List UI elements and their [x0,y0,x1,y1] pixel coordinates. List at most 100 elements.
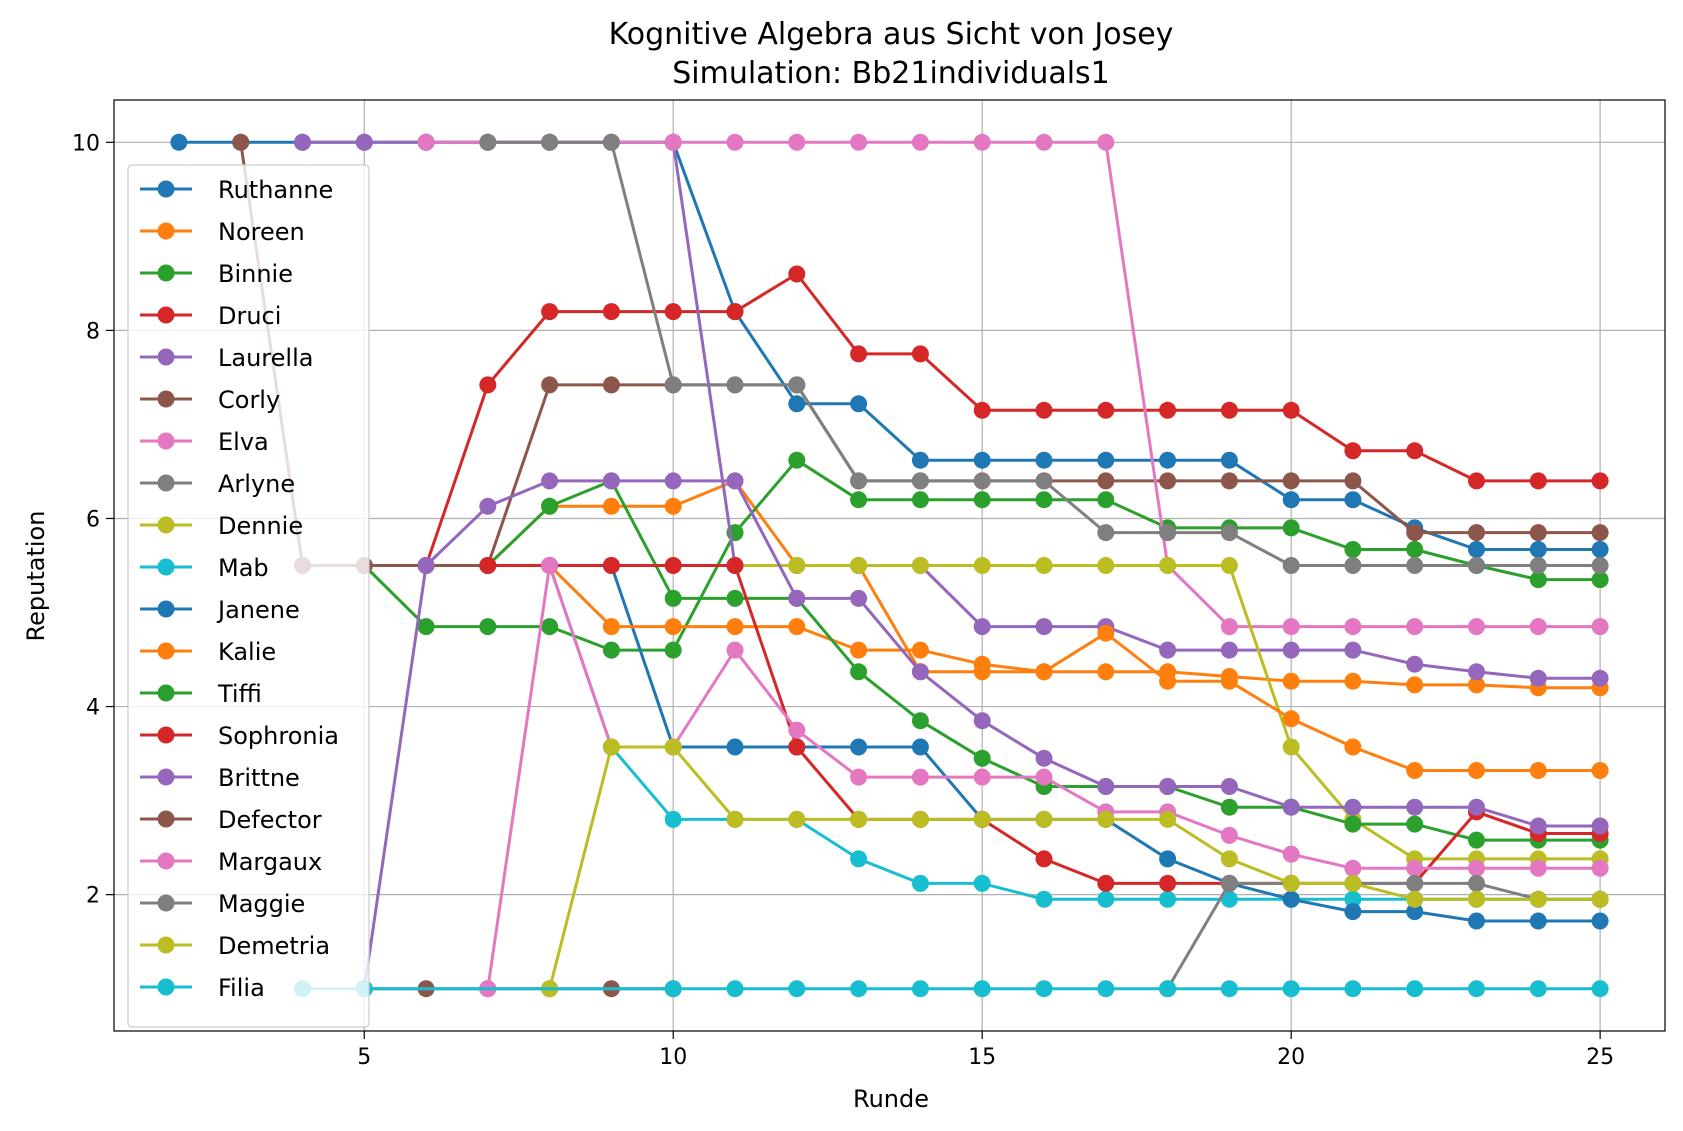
data-point [1591,669,1609,687]
data-point [973,655,991,673]
data-point [1282,557,1300,574]
legend-label: Dennie [218,512,303,540]
data-point [1529,571,1547,589]
data-point [1097,557,1115,574]
legend-label: Laurella [218,344,313,372]
data-point [1035,890,1053,908]
legend-entry: Dennie [140,512,303,540]
series-line [548,564,1601,772]
legend-label: Defector [218,806,322,834]
data-point [1468,798,1485,816]
data-point [1468,524,1485,542]
legend-label: Elva [218,428,269,456]
data-point [1406,676,1424,694]
data-point [602,497,620,515]
data-point [479,133,497,151]
legend-marker [157,306,175,324]
data-point [850,589,868,607]
y-tick-label: 4 [86,696,100,721]
data-point [1344,491,1362,509]
data-point [1220,798,1238,816]
data-point [973,491,991,509]
data-point [1097,980,1115,998]
data-point [232,133,250,151]
legend-entry: Margaux [140,848,322,876]
data-point [602,376,620,394]
data-point [850,980,868,998]
data-point [788,810,806,828]
data-point [602,133,620,151]
legend-marker [157,180,175,198]
data-point [1344,738,1362,756]
data-point [850,557,868,574]
data-point [973,401,991,419]
data-point [1220,451,1238,469]
data-point [850,768,868,786]
x-tick-label: 25 [1586,1045,1614,1070]
data-point [1282,641,1300,659]
legend-label: Margaux [218,848,322,876]
data-point [1406,815,1424,833]
data-point [1220,980,1238,998]
data-point [726,303,744,321]
data-point [1159,472,1177,490]
data-point [1035,663,1053,681]
data-point [1344,815,1362,833]
data-point [1468,663,1485,681]
data-point [1282,672,1300,690]
data-point [911,738,929,756]
data-point [1591,817,1609,835]
data-point [788,451,806,469]
legend-label: Kalie [218,638,276,666]
data-point [850,850,868,868]
data-point [664,618,682,636]
legend-entry: Tiffi [140,680,262,708]
data-point [726,133,744,151]
data-point [664,980,682,998]
data-point [1406,798,1424,816]
data-point [664,303,682,321]
data-point [1035,980,1053,998]
data-point [417,618,435,636]
data-point [1159,874,1177,892]
data-point [541,618,559,636]
data-point [1097,491,1115,509]
data-point [1097,624,1115,642]
data-point [1159,451,1177,469]
data-point [1406,874,1424,892]
legend-entry: Sophronia [140,722,339,750]
data-point [1529,817,1547,835]
x-axis-label: Runde [853,1085,929,1113]
y-tick-label: 10 [72,131,100,156]
data-point [850,738,868,756]
data-point [1159,401,1177,419]
data-point [850,663,868,681]
data-point [1282,472,1300,490]
data-point [1344,980,1362,998]
data-point [1406,541,1424,558]
legend-marker [157,390,175,408]
data-point [726,472,744,490]
legend-entry: Ruthanne [140,176,333,204]
legend-entry: Arlyne [140,470,295,498]
data-point [1468,859,1485,877]
data-point [1406,903,1424,921]
legend-marker [157,978,175,996]
legend-entry: Noreen [140,218,305,246]
data-point [664,557,682,574]
data-point [911,133,929,151]
data-point [664,472,682,490]
data-point [788,376,806,394]
data-point [1220,778,1238,795]
data-point [664,810,682,828]
data-point [726,738,744,756]
data-point [1468,676,1485,694]
x-tick-label: 5 [357,1045,371,1070]
data-point [602,641,620,659]
data-point [1035,749,1053,767]
y-axis-label: Reputation [22,511,50,642]
data-point [1159,890,1177,908]
data-point [911,712,929,730]
data-point [1220,850,1238,868]
data-point [911,874,929,892]
